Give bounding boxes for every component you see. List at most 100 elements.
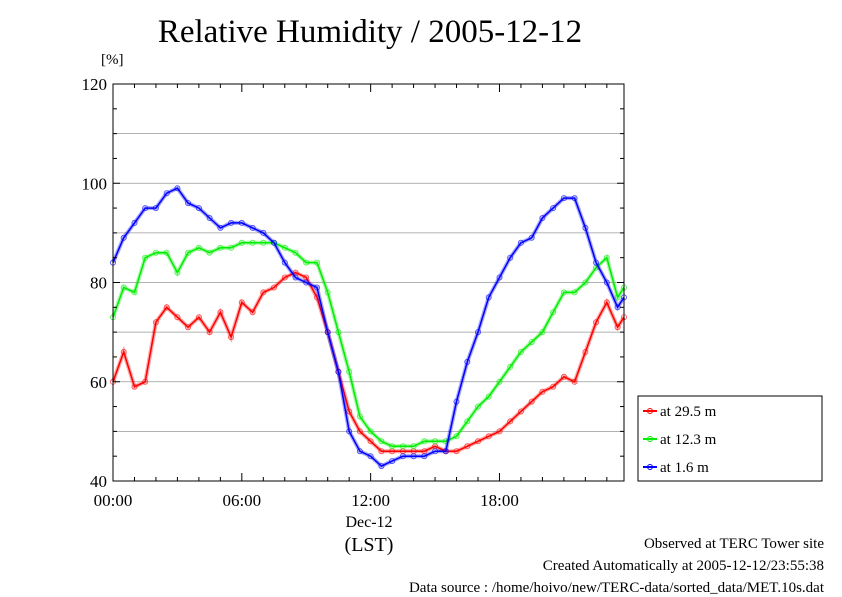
data-point <box>528 339 535 346</box>
series-line <box>112 187 625 467</box>
data-point <box>174 185 181 192</box>
data-point <box>603 279 610 286</box>
data-point <box>453 433 460 440</box>
data-point <box>163 304 170 311</box>
data-point <box>550 383 557 390</box>
data-point <box>356 448 363 455</box>
data-point <box>528 234 535 241</box>
data-point <box>120 234 127 241</box>
y-tick-label: 60 <box>90 373 107 392</box>
data-point <box>571 378 578 385</box>
data-point <box>474 329 481 336</box>
data-point <box>174 269 181 276</box>
data-point <box>120 284 127 291</box>
data-point <box>281 244 288 251</box>
data-point <box>238 299 245 306</box>
data-point <box>185 200 192 207</box>
data-point <box>131 219 138 226</box>
data-point <box>228 334 235 341</box>
data-point <box>485 393 492 400</box>
x-tick-label: 00:00 <box>94 491 133 510</box>
data-point <box>550 205 557 212</box>
data-point <box>174 314 181 321</box>
data-point <box>517 408 524 415</box>
data-point <box>507 418 514 425</box>
legend-label: at 29.5 m <box>660 404 717 420</box>
data-point <box>582 224 589 231</box>
data-point <box>474 438 481 445</box>
data-point <box>528 398 535 405</box>
chart-title: Relative Humidity / 2005-12-12 <box>157 14 583 50</box>
data-point <box>378 438 385 445</box>
legend-label: at 1.6 m <box>660 460 709 476</box>
x-axis: 00:00 06:00 12:00 18:00 <box>94 84 608 510</box>
data-point <box>185 324 192 331</box>
data-point <box>593 259 600 266</box>
data-point <box>217 309 224 316</box>
data-point <box>485 294 492 301</box>
data-point <box>367 453 374 460</box>
data-point <box>142 254 149 261</box>
data-point <box>217 224 224 231</box>
series-line <box>112 242 625 448</box>
footer-source: Data source : /home/hoivo/new/TERC-data/… <box>408 580 824 596</box>
data-point <box>367 428 374 435</box>
y-tick-label: 100 <box>82 174 108 193</box>
data-point <box>281 259 288 266</box>
data-point <box>292 274 299 281</box>
data-point <box>539 388 546 395</box>
data-point <box>260 289 267 296</box>
y-tick-label: 40 <box>90 472 107 491</box>
data-point <box>131 289 138 296</box>
data-point <box>474 403 481 410</box>
data-point <box>496 428 503 435</box>
footer-site: Observed at TERC Tower site <box>643 536 824 552</box>
data-point <box>560 373 567 380</box>
data-point <box>281 274 288 281</box>
data-point <box>120 348 127 355</box>
data-point <box>517 239 524 246</box>
data-point <box>389 458 396 465</box>
legend-marker <box>647 408 653 414</box>
x-axis-date-label: Dec-12 <box>345 514 392 531</box>
series-line <box>112 271 625 452</box>
legend-marker <box>647 464 653 470</box>
data-point <box>185 249 192 256</box>
series-1 <box>110 269 628 455</box>
x-tick-label: 12:00 <box>351 491 390 510</box>
data-point <box>485 433 492 440</box>
series-band <box>111 270 626 454</box>
y-axis: 40 60 80 100 120 <box>82 75 624 491</box>
series-3 <box>110 185 628 470</box>
data-point <box>582 348 589 355</box>
data-point <box>539 214 546 221</box>
data-point <box>603 299 610 306</box>
legend-marker <box>647 436 653 442</box>
data-point <box>195 205 202 212</box>
series-2 <box>110 239 628 450</box>
data-point <box>517 348 524 355</box>
data-point <box>195 244 202 251</box>
legend: at 29.5 m at 12.3 m at 1.6 m <box>637 395 823 482</box>
data-point <box>163 190 170 197</box>
data-point <box>206 329 213 336</box>
data-point <box>206 249 213 256</box>
data-point <box>614 324 621 331</box>
series-band <box>111 240 626 449</box>
data-point <box>582 279 589 286</box>
data-point <box>367 438 374 445</box>
y-axis-unit-label: [%] <box>101 52 124 68</box>
y-tick-label: 120 <box>82 75 108 94</box>
x-axis-time-label: (LST) <box>345 534 394 556</box>
legend-label: at 12.3 m <box>660 432 717 448</box>
x-tick-label: 06:00 <box>222 491 261 510</box>
grid-lines <box>113 133 624 432</box>
data-point <box>270 239 277 246</box>
data-point <box>303 279 310 286</box>
data-point <box>464 418 471 425</box>
data-point <box>131 383 138 390</box>
data-point <box>260 229 267 236</box>
data-point <box>464 443 471 450</box>
legend-box <box>637 395 823 482</box>
data-point <box>292 249 299 256</box>
